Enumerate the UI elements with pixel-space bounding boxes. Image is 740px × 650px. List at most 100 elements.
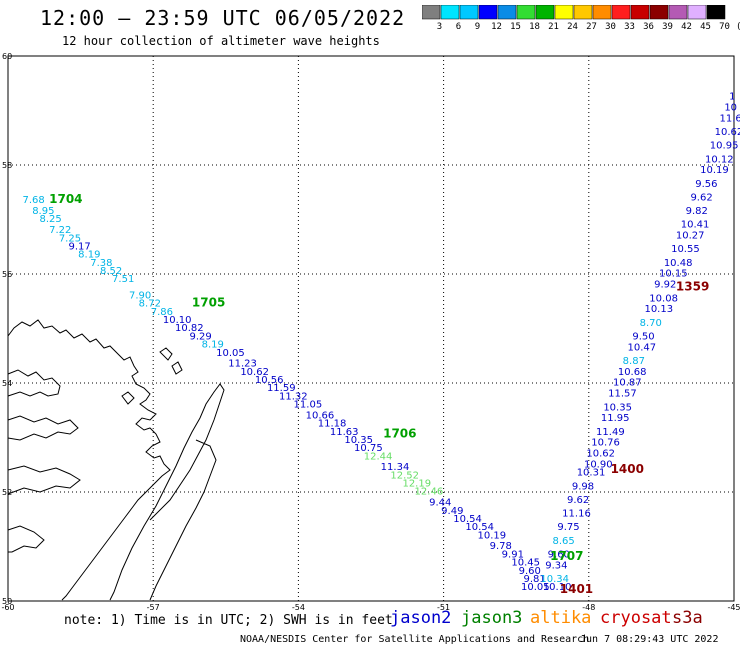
wave-height-value: 7.90 (129, 291, 151, 302)
wave-height-value: 9.91 (502, 549, 524, 560)
lon-tick-label: -60 (1, 603, 14, 612)
wave-height-value: 7.38 (90, 258, 112, 269)
wave-height-value: 8.19 (202, 340, 224, 351)
wave-height-value: 10.87 (613, 378, 642, 389)
wave-height-value: 7.22 (49, 225, 71, 236)
scale-swatch (630, 5, 650, 20)
wave-height-value: 10.76 (591, 438, 620, 449)
scale-label: 12 (491, 22, 502, 32)
wave-height-value: 10.12 (705, 154, 734, 165)
map-subtitle: 12 hour collection of altimeter wave hei… (62, 34, 380, 48)
wave-height-value: 10.54 (453, 514, 482, 525)
legend-jason3: jason3 (461, 608, 523, 628)
scale-label: 70 (719, 22, 730, 32)
scale-label: 9 (474, 22, 481, 32)
wave-height-value: 10.75 (354, 443, 383, 454)
wave-height-value: 9.34 (545, 560, 567, 571)
pass-time-label: 1401 (560, 582, 593, 596)
wave-height-value: 9.29 (190, 331, 212, 342)
wave-height-value: 10.47 (628, 342, 657, 353)
wave-height-value: 9.60 (519, 566, 541, 577)
scale-label: 33 (624, 22, 635, 32)
lat-tick-label: 50 (2, 597, 12, 606)
wave-height-value: 10.08 (649, 293, 678, 304)
wave-height-value: 11.63 (330, 427, 359, 438)
wave-height-value: 10.55 (671, 244, 700, 255)
pass-time-label: 1706 (383, 427, 416, 441)
legend-jason2: jason2 (390, 608, 452, 628)
legend-s3a: s3a (672, 608, 703, 628)
scale-swatch (554, 5, 574, 20)
wave-height-value: 12.19 (402, 479, 431, 490)
scale-swatch (573, 5, 593, 20)
wave-height-value: 9.98 (572, 481, 594, 492)
wave-height-value: 11.16 (562, 509, 591, 520)
scale-swatch (535, 5, 555, 20)
wave-height-value: 10.05 (216, 348, 245, 359)
wave-height-value: 10.05 (521, 582, 550, 593)
wave-height-value: 10.27 (676, 231, 705, 242)
wave-height-value: 11.05 (294, 400, 323, 411)
legend-cryosat: cryosat (600, 608, 672, 628)
wave-height-value: 10.10 (543, 582, 572, 593)
wave-height-value: 10.90 (584, 459, 613, 470)
wave-height-value: 9.81 (523, 574, 545, 585)
wave-height-value: 10.15 (659, 269, 688, 280)
wave-height-value: 7.51 (112, 274, 134, 285)
wave-height-value: 8.25 (39, 214, 61, 225)
scale-swatch (611, 5, 631, 20)
wave-height-value: 9.62 (567, 495, 589, 506)
lon-tick-label: -51 (437, 603, 450, 612)
wave-height-value: 7.25 (59, 233, 81, 244)
wave-height-value: 11.34 (381, 462, 410, 473)
scale-label: (ft) (736, 22, 740, 32)
color-scale-bar (422, 5, 726, 20)
wave-height-value: 8.87 (623, 356, 645, 367)
wave-height-value: 10.31 (577, 468, 606, 479)
scale-swatch (649, 5, 669, 20)
pass-time-labels: 1704 1705 1706 1707 1401 1400 1359 (49, 192, 709, 596)
wave-height-value: 11.23 (228, 359, 257, 370)
wave-height-value: 11.49 (596, 427, 625, 438)
pass-time-label: 1705 (192, 296, 225, 310)
wave-height-value: 11.59 (267, 383, 296, 394)
wave-height-value: 10.34 (540, 574, 569, 585)
wave-height-value: 12.44 (364, 451, 393, 462)
wave-height-value: 8.52 (100, 266, 122, 277)
scale-label: 18 (529, 22, 540, 32)
wave-height-value: 9.62 (690, 192, 712, 203)
wave-height-value: 9.78 (490, 541, 512, 552)
wave-height-value: 10.35 (603, 402, 632, 413)
scale-swatch (459, 5, 479, 20)
wave-height-value: 11.6 (719, 113, 740, 124)
wave-height-value: 10.62 (586, 449, 615, 460)
wave-height-value: 9.56 (695, 179, 717, 190)
scale-swatch (422, 5, 441, 20)
wave-height-value: 9.92 (654, 280, 676, 291)
wave-height-value: 9.49 (441, 506, 463, 517)
scale-label: 24 (567, 22, 578, 32)
wave-height-value: 10 (724, 103, 737, 114)
wave-height-value: 10.19 (477, 530, 506, 541)
wave-height-value: 1 (729, 92, 735, 103)
wave-height-value: 10.95 (710, 141, 739, 152)
wave-height-value: 9.60 (548, 549, 570, 560)
scale-label: 30 (605, 22, 616, 32)
wave-height-value: 10.68 (618, 367, 647, 378)
lat-tick-label: 56 (2, 270, 12, 279)
wave-height-value: 10.62 (240, 367, 269, 378)
scale-swatch (497, 5, 517, 20)
scale-label: 42 (681, 22, 692, 32)
scale-label: 27 (586, 22, 597, 32)
scale-label: 3 (436, 22, 443, 32)
wave-height-value: 7.68 (23, 195, 45, 206)
wave-height-value: 8.72 (139, 299, 161, 310)
scale-label: 39 (662, 22, 673, 32)
wave-height-value: 10.10 (163, 315, 192, 326)
wave-height-value: 10.13 (644, 304, 673, 315)
pass-time-label: 1400 (611, 462, 644, 476)
legend-altika: altika (530, 608, 592, 628)
wave-height-value: 8.70 (640, 318, 662, 329)
wave-height-value: 10.54 (465, 522, 494, 533)
